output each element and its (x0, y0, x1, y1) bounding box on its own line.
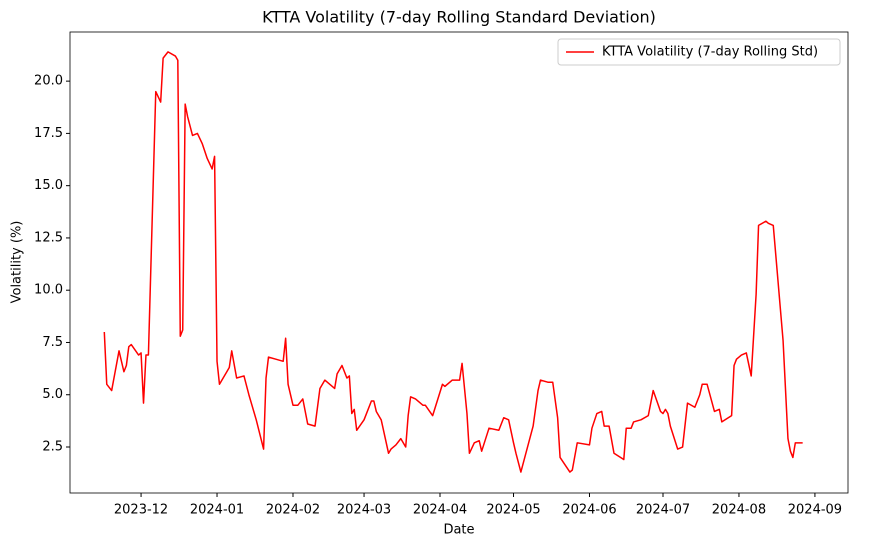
y-axis-label: Volatility (%) (10, 221, 25, 304)
y-tick-label: 15.0 (34, 178, 63, 193)
y-tick-label: 7.5 (42, 335, 63, 350)
x-tick-label: 2024-07 (636, 503, 690, 518)
x-tick-label: 2024-04 (413, 503, 467, 518)
x-axis-label: Date (443, 523, 474, 538)
y-tick-label: 10.0 (34, 283, 63, 298)
line (103, 51, 803, 473)
x-tick-label: 2024-09 (788, 503, 842, 518)
x-tick-label: 2024-03 (337, 503, 391, 518)
legend-box (557, 38, 841, 66)
x-tick-label: 2024-06 (562, 503, 616, 518)
legend-label: KTTA Volatility (7-day Rolling Std) (602, 45, 818, 60)
chart-title: KTTA Volatility (7-day Rolling Standard … (262, 8, 656, 27)
x-tick-label: 2024-08 (712, 503, 766, 518)
x-tick-label: 2024-02 (266, 503, 320, 518)
x-tick-label: 2024-05 (486, 503, 540, 518)
y-tick-label: 17.5 (34, 126, 63, 141)
y-tick-label: 2.5 (42, 440, 63, 455)
y-tick-label: 12.5 (34, 230, 63, 245)
y-tick-label: 5.0 (42, 387, 63, 402)
plot-frame (69, 31, 849, 494)
x-tick-label: 2024-01 (190, 503, 244, 518)
y-tick-label: 20.0 (34, 74, 63, 89)
x-tick-label: 2023-12 (114, 503, 168, 518)
